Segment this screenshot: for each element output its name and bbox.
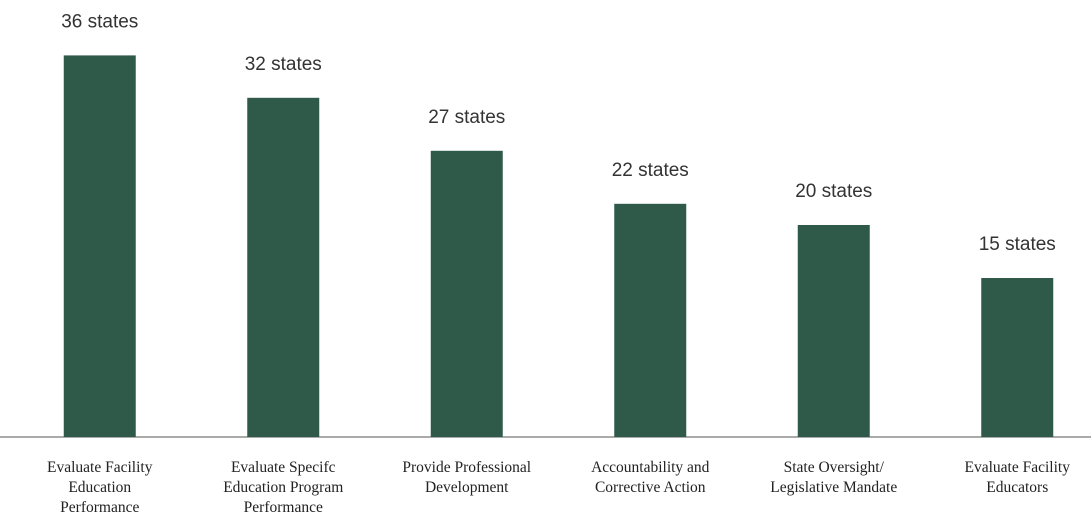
value-label: 27 states bbox=[428, 107, 505, 128]
bar bbox=[797, 225, 870, 437]
value-label: 15 states bbox=[979, 234, 1056, 255]
category-label: Evaluate Facility Education Performance bbox=[47, 459, 153, 516]
category-label: Provide Professional Development bbox=[402, 459, 532, 496]
bar bbox=[981, 278, 1054, 437]
category-label: Evaluate Facility Educators bbox=[964, 459, 1070, 496]
value-label: 22 states bbox=[612, 160, 689, 181]
bar bbox=[63, 55, 136, 438]
category-label: Evaluate Specifc Education Program Perfo… bbox=[223, 459, 344, 516]
category-label: State Oversight/ Legislative Mandate bbox=[770, 459, 898, 496]
bar bbox=[614, 203, 687, 437]
bar bbox=[247, 97, 320, 438]
category-label: Accountability and Corrective Action bbox=[591, 459, 710, 496]
bar bbox=[430, 150, 503, 438]
value-label: 32 states bbox=[245, 54, 322, 75]
value-label: 36 states bbox=[61, 11, 138, 32]
value-label: 20 states bbox=[795, 181, 872, 202]
